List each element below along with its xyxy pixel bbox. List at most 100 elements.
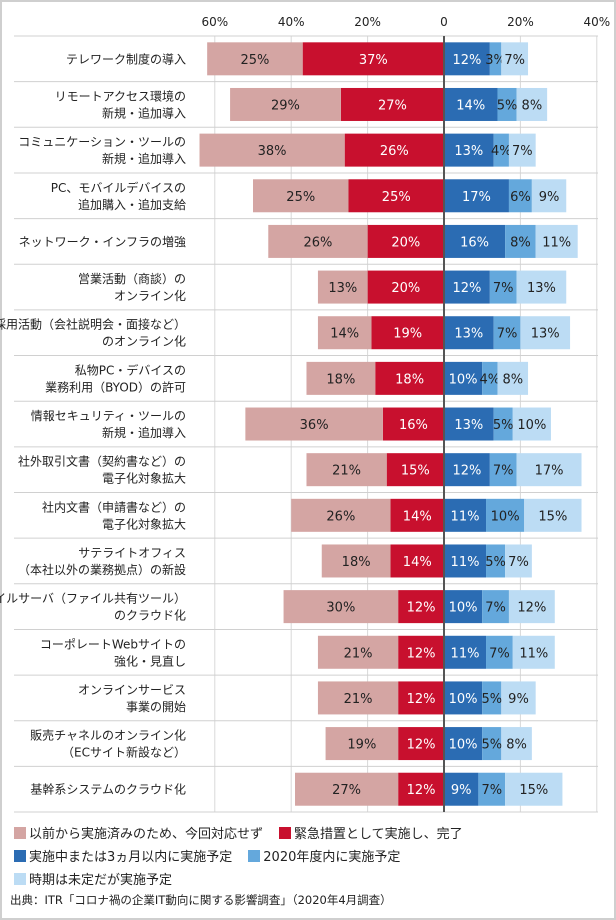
data-label: 11% — [519, 646, 548, 661]
bar-segment — [516, 87, 548, 121]
data-label: 12% — [407, 646, 436, 661]
bar-segment — [444, 270, 490, 304]
bar-segment — [444, 361, 483, 395]
data-label: 29% — [271, 98, 300, 113]
data-label: 7% — [504, 53, 525, 68]
data-label: 18% — [395, 372, 424, 387]
bar-segment — [207, 42, 303, 76]
data-label: 7% — [512, 144, 533, 159]
legend-swatch — [14, 849, 26, 862]
data-label: 13% — [328, 281, 357, 296]
bar-segment — [512, 407, 551, 441]
bar-segment — [371, 316, 444, 350]
bar-segment — [486, 544, 506, 578]
bar-segment — [306, 361, 376, 395]
category-label: コミュニケーション・ツールの新規・追加導入 — [18, 135, 186, 166]
source-note: 出典：ITR「コロナ禍の企業IT動向に関する影響調査」（2020年4月調査） — [10, 893, 392, 907]
bar-segment — [317, 316, 372, 350]
bar-segment — [501, 681, 536, 715]
data-label: 27% — [378, 98, 407, 113]
data-label: 10% — [449, 692, 478, 707]
data-label: 14% — [330, 327, 359, 342]
data-label: 20% — [391, 281, 420, 296]
data-label: 13% — [531, 327, 560, 342]
legend-label: 時期は未定だが実施予定 — [29, 873, 173, 888]
bar-segment — [398, 727, 444, 761]
bar-segment — [505, 224, 536, 258]
data-label: 26% — [380, 144, 409, 159]
legend-swatch — [14, 826, 26, 839]
legend-label: 以前から実施済みのため、今回対応せず — [29, 827, 264, 842]
data-label: 11% — [451, 555, 480, 570]
category-label: オンラインサービス事業の開始 — [78, 683, 186, 714]
data-label: 13% — [527, 281, 556, 296]
data-label: 9% — [508, 692, 529, 707]
data-label: 19% — [347, 738, 376, 753]
data-label: 12% — [407, 692, 436, 707]
bar-segment — [306, 453, 387, 487]
data-label: 13% — [454, 144, 483, 159]
bar-segment — [508, 590, 555, 624]
bar-segment — [444, 407, 494, 441]
category-label: 私物PC・デバイスの業務利用（BYOD）の許可 — [45, 362, 186, 394]
bar-segment — [508, 179, 532, 213]
data-label: 11% — [451, 646, 480, 661]
bar-segment — [348, 179, 444, 213]
bar-segment — [444, 681, 483, 715]
category-label: 情報セキュリティ・ツールの新規・追加導入 — [31, 409, 186, 440]
bar-segment — [317, 681, 399, 715]
data-label: 12% — [452, 464, 481, 479]
data-label: 30% — [326, 601, 355, 616]
x-tick-label: 0 — [440, 15, 448, 29]
bar-segment — [493, 133, 509, 167]
data-label: 5% — [493, 418, 514, 433]
data-label: 15% — [401, 464, 430, 479]
data-label: 17% — [535, 464, 564, 479]
data-label: 10% — [449, 601, 478, 616]
bar-segment — [516, 270, 567, 304]
bar-segment — [512, 635, 555, 669]
data-label: 7% — [481, 783, 502, 798]
bar-segment — [482, 727, 502, 761]
data-label: 5% — [485, 555, 506, 570]
data-label: 11% — [542, 235, 571, 250]
data-label: 15% — [538, 509, 567, 524]
bar-segment — [344, 133, 444, 167]
category-label: 基幹系システムのクラウド化 — [30, 782, 186, 797]
bar-segment — [444, 179, 509, 213]
bar-segment — [482, 681, 502, 715]
data-label: 26% — [303, 235, 332, 250]
bar-segment — [489, 270, 517, 304]
data-label: 12% — [407, 738, 436, 753]
data-label: 20% — [391, 235, 420, 250]
data-label: 38% — [258, 144, 287, 159]
x-tick-label: 40% — [583, 15, 610, 29]
bar-segment — [478, 772, 506, 806]
bar-segment — [398, 590, 444, 624]
bar-segment — [245, 407, 383, 441]
bar-segment — [375, 361, 444, 395]
data-label: 12% — [407, 783, 436, 798]
data-label: 8% — [506, 738, 527, 753]
data-label: 14% — [403, 509, 432, 524]
bar-segment — [444, 772, 479, 806]
data-label: 12% — [452, 53, 481, 68]
category-label: 社内文書（申請書など）の電子化対象拡大 — [42, 499, 186, 531]
legend-swatch — [279, 826, 292, 839]
legend-swatch — [14, 872, 26, 885]
bar-segment — [501, 42, 529, 76]
data-label: 14% — [456, 98, 485, 113]
bar-segment — [386, 453, 444, 487]
bar-segment — [535, 224, 578, 258]
data-label: 36% — [300, 418, 329, 433]
category-label: テレワーク制度の導入 — [66, 51, 186, 66]
data-label: 5% — [497, 98, 518, 113]
bar-segment — [444, 453, 490, 487]
category-label: コーポレートWebサイトの強化・見直し — [40, 637, 186, 668]
bar-segment — [325, 727, 399, 761]
bar-segment — [444, 498, 487, 532]
legend-swatch — [248, 849, 261, 862]
bar-segment — [444, 42, 490, 76]
bar-segment — [501, 727, 532, 761]
